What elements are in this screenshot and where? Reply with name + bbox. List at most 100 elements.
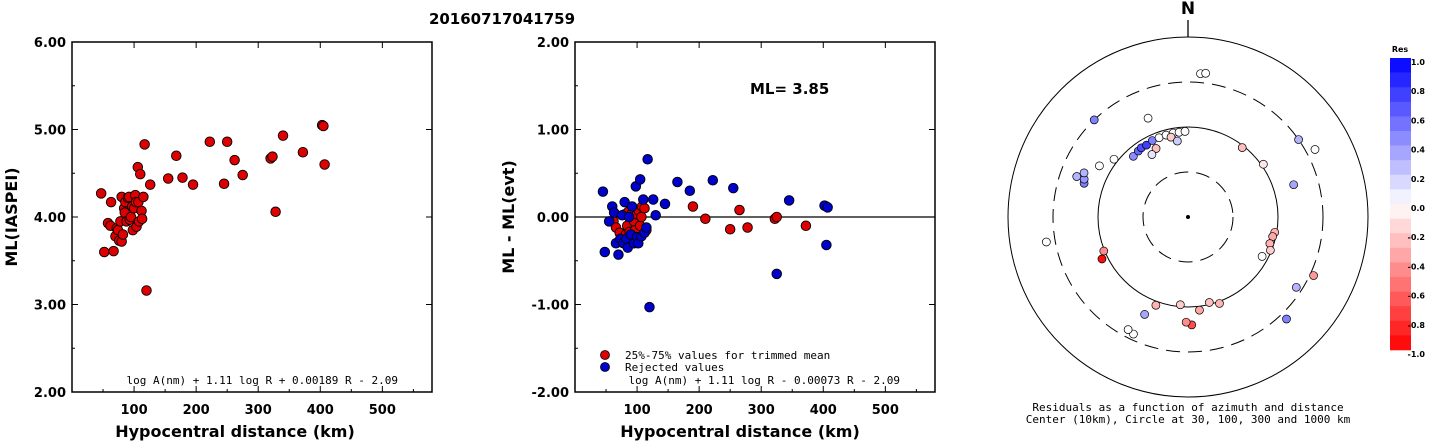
station-point	[1289, 180, 1299, 190]
station-point	[1089, 115, 1099, 125]
data-point	[117, 229, 129, 240]
data-point	[638, 194, 649, 205]
station-point	[1266, 245, 1275, 255]
circle-1000km	[1007, 36, 1369, 398]
colorbar-segment	[1390, 116, 1411, 132]
colorbar-segment	[1390, 174, 1411, 190]
x-tick-label: 200	[686, 403, 713, 418]
station-point	[1282, 314, 1291, 324]
data-point	[613, 249, 624, 260]
colorbar-tick-label: 0.6	[1411, 116, 1426, 125]
data-point	[141, 285, 152, 296]
station-point	[1099, 246, 1109, 256]
formula-text: log A(nm) + 1.11 log R + 0.00189 R - 2.0…	[126, 374, 398, 387]
station-point	[1257, 252, 1267, 261]
y-tick-label: 2.00	[537, 36, 569, 51]
colorbar-segment	[1390, 72, 1411, 88]
station-point	[1172, 136, 1182, 146]
formula-text: log A(nm) + 1.11 log R - 0.00073 R - 2.0…	[628, 374, 900, 387]
x-tick-label: 300	[748, 403, 775, 418]
station-point	[1129, 151, 1138, 161]
data-point	[277, 130, 289, 141]
y-axis-label: ML - ML(evt)	[499, 160, 518, 274]
y-tick-label: 6.00	[34, 36, 66, 51]
colorbar-segment	[1390, 131, 1411, 146]
colorbar-segment	[1390, 101, 1411, 117]
data-point	[800, 220, 812, 231]
x-tick-label: 100	[623, 403, 650, 418]
page-title: 20160717041759	[429, 10, 575, 28]
ml-residual-panel: 100 200 300 400 500 -2.00 -1.00 0.00 1.00 2.00 ML…	[499, 36, 936, 441]
y-tick-label: 0.00	[537, 211, 569, 226]
station-point	[1143, 113, 1153, 123]
colorbar-tick-label: 0.0	[1411, 204, 1426, 213]
data-point	[144, 179, 156, 190]
y-tick-label: -1.00	[532, 299, 569, 314]
data-point	[108, 245, 119, 257]
y-tick-label: 3.00	[34, 299, 66, 314]
colorbar-tick-label: 0.2	[1411, 175, 1425, 184]
azimuth-residual-panel: N Residuals as a function of azimuth and…	[1007, 0, 1426, 426]
data-point	[204, 136, 216, 147]
x-tick-label: 200	[183, 403, 210, 418]
data-point	[734, 204, 745, 216]
data-point	[319, 159, 330, 170]
station-point	[1079, 168, 1089, 178]
colorbar-segment	[1390, 247, 1411, 263]
caption-line-2: Center (10km), Circle at 30, 100, 300 an…	[1026, 413, 1351, 426]
station-point	[1310, 145, 1320, 154]
data-point	[771, 211, 782, 223]
colorbar-segment	[1390, 262, 1411, 278]
colorbar-tick-label: 0.8	[1411, 87, 1426, 96]
data-point	[783, 195, 795, 206]
data-point	[297, 146, 309, 158]
data-point	[636, 211, 647, 223]
data-point	[599, 246, 611, 258]
data-point	[95, 188, 107, 199]
colorbar-segment	[1390, 58, 1411, 73]
data-point	[684, 185, 696, 196]
station-point	[1294, 135, 1303, 144]
data-point	[821, 239, 832, 251]
colorbar-tick-label: -0.4	[1408, 262, 1426, 271]
data-point	[139, 139, 150, 150]
station-point	[1123, 325, 1133, 334]
data-point	[135, 168, 146, 180]
data-point	[742, 222, 753, 233]
circle-30km	[1142, 171, 1234, 263]
x-tick-label: 400	[810, 403, 837, 418]
data-point	[136, 213, 148, 224]
data-point	[642, 153, 653, 165]
station-point	[1109, 154, 1119, 164]
station-point	[1204, 298, 1214, 307]
station-point	[1140, 310, 1149, 319]
data-point	[639, 202, 650, 214]
data-point	[138, 191, 149, 203]
circle-100km	[1097, 126, 1279, 308]
x-tick-label: 400	[307, 403, 334, 418]
station-point	[1181, 317, 1191, 327]
station-point	[1151, 300, 1161, 310]
data-point	[771, 268, 782, 280]
data-point	[218, 178, 230, 189]
station-point	[1097, 254, 1107, 264]
colorbar-title: Res	[1392, 45, 1409, 54]
station-point	[1237, 143, 1247, 152]
colorbar-tick-label: 1.0	[1411, 58, 1426, 67]
data-point	[229, 154, 240, 166]
station-point	[1041, 237, 1051, 247]
colorbar-segment	[1390, 335, 1411, 351]
data-point	[650, 209, 661, 221]
colorbar-tick-label: -0.8	[1408, 321, 1426, 330]
colorbar-segment	[1390, 204, 1411, 219]
station-point	[1195, 305, 1204, 315]
station-point	[1201, 68, 1210, 78]
x-tick-label: 500	[369, 403, 396, 418]
x-axis-label: Hypocentral distance (km)	[115, 422, 355, 441]
legend-label-rejected: Rejected values	[625, 361, 724, 374]
colorbar-segment	[1390, 218, 1411, 234]
data-point	[724, 223, 736, 235]
x-axis-label: Hypocentral distance (km)	[620, 422, 860, 441]
colorbar-tick-label: 0.4	[1411, 146, 1426, 155]
